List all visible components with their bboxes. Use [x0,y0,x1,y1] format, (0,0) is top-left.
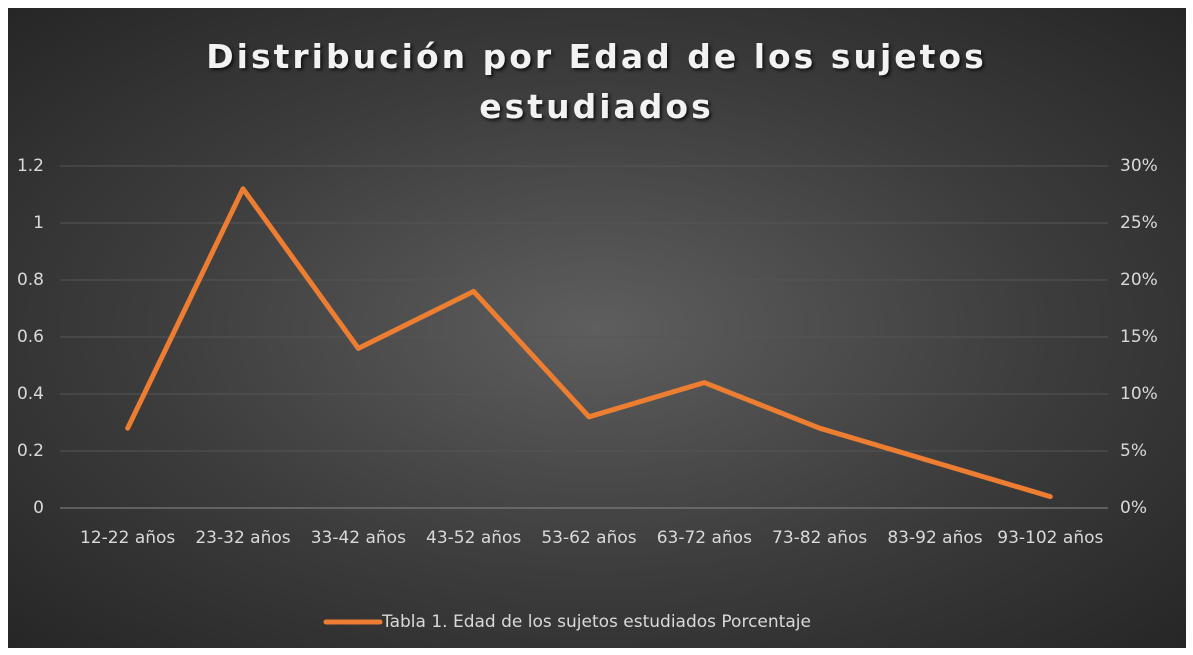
series-line [125,186,1053,500]
y2-tick-label: 10% [1120,384,1158,404]
y-tick-label: 0.6 [17,327,44,347]
y-tick-label: 1 [33,213,44,233]
y2-tick-label: 25% [1120,213,1158,233]
y-tick-label: 1.2 [17,156,44,176]
y-tick-label: 0.2 [17,441,44,461]
y-tick-label: 0.8 [17,270,44,290]
x-tick-label: 73-82 años [772,528,868,548]
y2-tick-label: 0% [1120,498,1147,518]
y-tick-label: 0 [33,498,44,518]
y2-tick-label: 30% [1120,156,1158,176]
x-tick-label: 93-102 años [997,528,1104,548]
y2-tick-label: 20% [1120,270,1158,290]
x-tick-label: 63-72 años [656,528,752,548]
y-tick-label: 0.4 [17,384,44,404]
y2-tick-label: 5% [1120,441,1147,461]
legend-label: Tabla 1. Edad de los sujetos estudiados … [382,612,811,632]
x-tick-label: 23-32 años [195,528,291,548]
x-tick-label: 33-42 años [310,528,406,548]
x-tick-label: 83-92 años [887,528,983,548]
chart-area [8,8,1186,648]
x-tick-label: 43-52 años [426,528,522,548]
chart-title: Distribución por Edad de los sujetos est… [206,37,987,126]
x-tick-label: 12-22 años [80,528,176,548]
y2-tick-label: 15% [1120,327,1158,347]
x-tick-label: 53-62 años [541,528,637,548]
